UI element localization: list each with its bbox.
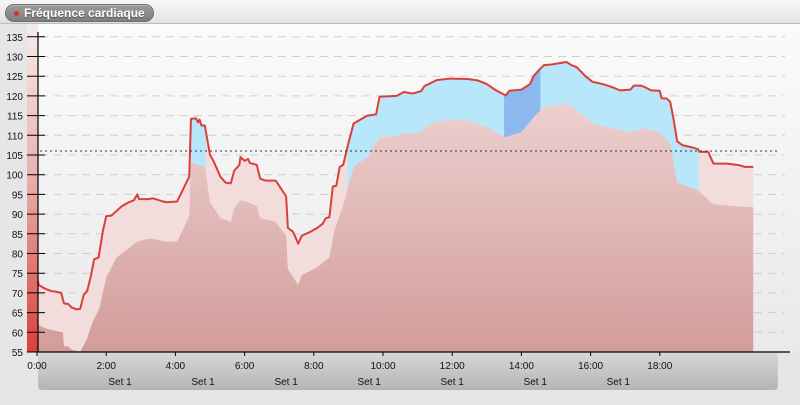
svg-text:6:00: 6:00 bbox=[235, 361, 255, 372]
chart-areas bbox=[38, 61, 754, 352]
highlight-zone bbox=[504, 68, 541, 138]
svg-text:90: 90 bbox=[12, 210, 24, 221]
svg-text:105: 105 bbox=[6, 151, 23, 162]
axes: 55 60 65 70 75 80 85 90 95 100 105 110 115 120 125 130 1… bbox=[6, 32, 790, 388]
svg-text:0:00: 0:00 bbox=[27, 361, 47, 372]
chart-title: Fréquence cardiaque bbox=[24, 6, 145, 20]
svg-text:2:00: 2:00 bbox=[96, 361, 116, 372]
svg-text:14:00: 14:00 bbox=[509, 361, 534, 372]
svg-text:95: 95 bbox=[12, 190, 24, 201]
svg-text:16:00: 16:00 bbox=[578, 361, 603, 372]
svg-text:Set 1: Set 1 bbox=[108, 377, 132, 388]
chart-title-pill[interactable]: Fréquence cardiaque bbox=[5, 4, 154, 22]
svg-text:75: 75 bbox=[12, 269, 24, 280]
heart-rate-chart: 55 60 65 70 75 80 85 90 95 100 105 110 115 120 125 130 1… bbox=[0, 24, 800, 400]
svg-text:120: 120 bbox=[6, 92, 23, 103]
heart-rate-zone-bar bbox=[27, 24, 38, 352]
svg-text:80: 80 bbox=[12, 250, 24, 261]
svg-text:60: 60 bbox=[12, 328, 24, 339]
svg-text:10:00: 10:00 bbox=[370, 361, 395, 372]
svg-text:135: 135 bbox=[6, 33, 23, 44]
svg-text:115: 115 bbox=[7, 112, 23, 123]
inner-band-area bbox=[38, 103, 754, 352]
svg-text:Set 1: Set 1 bbox=[191, 377, 215, 388]
svg-text:100: 100 bbox=[6, 171, 23, 182]
svg-text:110: 110 bbox=[7, 131, 23, 142]
red-dot-icon bbox=[14, 10, 19, 16]
svg-text:Set 1: Set 1 bbox=[607, 377, 631, 388]
svg-text:Set 1: Set 1 bbox=[524, 377, 548, 388]
svg-text:70: 70 bbox=[12, 289, 24, 300]
svg-text:130: 130 bbox=[6, 53, 23, 64]
svg-text:85: 85 bbox=[12, 230, 24, 241]
svg-text:8:00: 8:00 bbox=[304, 361, 324, 372]
heart-rate-line bbox=[38, 61, 754, 311]
chart-canvas: 55 60 65 70 75 80 85 90 95 100 105 110 115 120 125 130 1… bbox=[0, 24, 800, 400]
svg-text:Set 1: Set 1 bbox=[274, 377, 298, 388]
svg-text:125: 125 bbox=[6, 72, 23, 83]
svg-text:18:00: 18:00 bbox=[647, 361, 672, 372]
svg-text:Set 1: Set 1 bbox=[441, 377, 465, 388]
svg-text:65: 65 bbox=[12, 309, 24, 320]
svg-text:4:00: 4:00 bbox=[166, 361, 186, 372]
svg-text:12:00: 12:00 bbox=[440, 361, 465, 372]
chart-header: Fréquence cardiaque bbox=[0, 0, 800, 24]
svg-text:55: 55 bbox=[12, 348, 24, 359]
svg-text:Set 1: Set 1 bbox=[357, 377, 381, 388]
x-axis-band bbox=[38, 352, 778, 390]
